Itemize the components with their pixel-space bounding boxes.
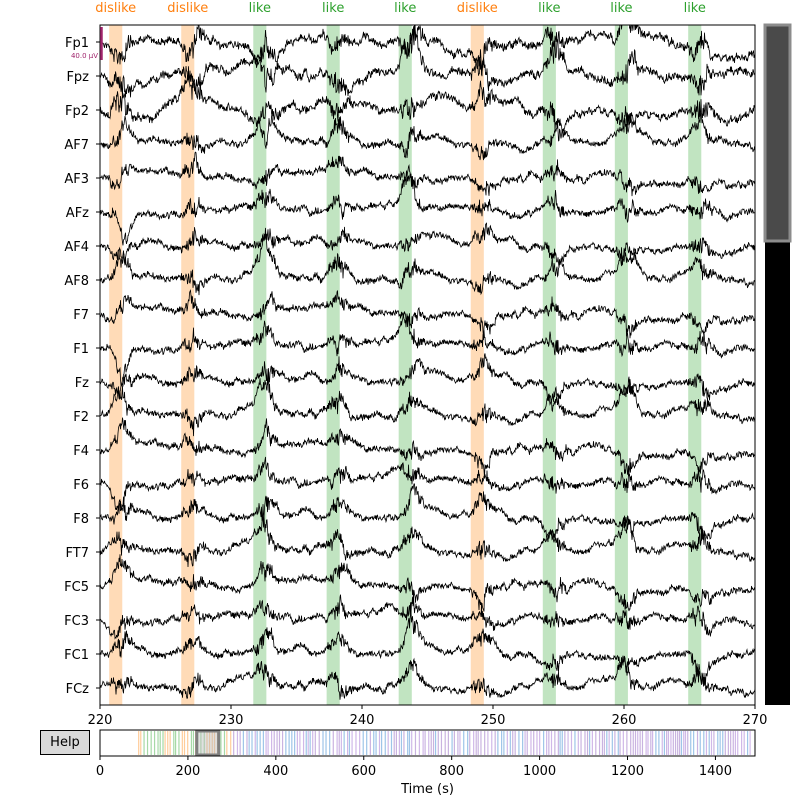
eeg-trace-AF3 bbox=[100, 151, 755, 197]
overview-tick-label: 400 bbox=[263, 764, 288, 779]
time-tick-label: 240 bbox=[350, 713, 375, 728]
channel-label[interactable]: F7 bbox=[73, 308, 89, 323]
annotation-span-like[interactable] bbox=[398, 25, 412, 705]
vertical-scrollbar-thumb[interactable] bbox=[763, 23, 792, 243]
channel-label[interactable]: FC1 bbox=[64, 648, 89, 663]
channel-label[interactable]: Fpz bbox=[66, 70, 89, 85]
overview-tick-label: 800 bbox=[439, 764, 464, 779]
time-tick-label: 220 bbox=[88, 713, 113, 728]
channel-label[interactable]: F4 bbox=[73, 444, 89, 459]
eeg-trace-Fp1 bbox=[100, 25, 755, 93]
overview-bar[interactable] bbox=[99, 729, 756, 757]
eeg-trace-AF4 bbox=[100, 222, 755, 278]
annotation-label: dislike bbox=[167, 1, 208, 16]
channel-label[interactable]: AF4 bbox=[64, 240, 89, 255]
time-tick-label: 270 bbox=[743, 713, 768, 728]
eeg-trace-Fpz bbox=[100, 25, 755, 100]
eeg-trace-Fp2 bbox=[100, 66, 755, 149]
plot-frame bbox=[99, 24, 756, 706]
overview-tick-label: 200 bbox=[176, 764, 201, 779]
eeg-trace-F8 bbox=[100, 483, 755, 545]
eeg-trace-F4 bbox=[100, 417, 755, 479]
channel-label[interactable]: Fp1 bbox=[65, 36, 89, 51]
overview-tick-label: 1000 bbox=[523, 764, 556, 779]
time-tick-label: 230 bbox=[219, 713, 244, 728]
channel-label[interactable]: Fz bbox=[75, 376, 89, 391]
channel-label[interactable]: FT7 bbox=[66, 546, 89, 561]
eeg-trace-F2 bbox=[100, 376, 755, 437]
xaxis-title: Time (s) bbox=[401, 782, 454, 797]
overview-tick-label: 1200 bbox=[611, 764, 644, 779]
overview-tick-label: 600 bbox=[351, 764, 376, 779]
annotation-labels: dislike dislike like like like dislike like lik… bbox=[95, 1, 706, 16]
eeg-traces bbox=[100, 25, 755, 700]
eeg-trace-AF7 bbox=[100, 101, 755, 161]
channel-label[interactable]: AF8 bbox=[64, 274, 89, 289]
eeg-trace-Fz bbox=[100, 353, 755, 413]
annotation-label: like bbox=[684, 1, 706, 16]
annotation-label: like bbox=[249, 1, 271, 16]
help-button[interactable]: Help bbox=[40, 730, 90, 755]
annotation-span-dislike[interactable] bbox=[181, 25, 195, 705]
eeg-trace-FCz bbox=[100, 655, 755, 700]
eeg-trace-F7 bbox=[100, 289, 755, 339]
annotation-label: dislike bbox=[95, 1, 136, 16]
eeg-trace-FC3 bbox=[100, 594, 755, 640]
annotation-label: like bbox=[538, 1, 560, 16]
annotation-label: like bbox=[394, 1, 416, 16]
eeg-trace-AF8 bbox=[100, 227, 755, 296]
annotation-label: dislike bbox=[457, 1, 498, 16]
channel-label[interactable]: FC3 bbox=[64, 614, 89, 629]
channel-label[interactable]: F8 bbox=[73, 512, 89, 527]
overview-tick-label: 1400 bbox=[699, 764, 732, 779]
time-axis: 220 230 240 250 260 270 bbox=[88, 705, 768, 728]
eeg-trace-F1 bbox=[100, 314, 755, 386]
annotation-span-dislike[interactable] bbox=[470, 25, 484, 705]
channel-label[interactable]: F2 bbox=[73, 410, 89, 425]
annotation-label: like bbox=[610, 1, 632, 16]
annotation-label: like bbox=[322, 1, 344, 16]
vertical-scrollbar[interactable] bbox=[763, 23, 792, 705]
eeg-trace-FC1 bbox=[100, 612, 755, 686]
scale-bar: 40.0 µV bbox=[71, 27, 103, 60]
channel-labels: Fp1 Fpz Fp2 AF7 AF3 AFz AF4 AF8 F7 F1 Fz F2 F4 F6 F8 FT… bbox=[64, 36, 100, 697]
overview-tick-label: 0 bbox=[96, 764, 104, 779]
channel-label[interactable]: F6 bbox=[73, 478, 89, 493]
eeg-trace-FT7 bbox=[100, 515, 755, 568]
channel-label[interactable]: AFz bbox=[66, 206, 89, 221]
overview-annotation-marks bbox=[138, 731, 751, 755]
annotation-span-dislike[interactable] bbox=[109, 25, 123, 705]
overview-frame bbox=[99, 729, 756, 757]
channel-label[interactable]: FCz bbox=[66, 682, 90, 697]
time-tick-label: 260 bbox=[612, 713, 637, 728]
channel-label[interactable]: F1 bbox=[73, 342, 89, 357]
time-tick-label: 250 bbox=[481, 713, 506, 728]
channel-label[interactable]: AF3 bbox=[64, 172, 89, 187]
channel-label[interactable]: FC5 bbox=[64, 580, 89, 595]
eeg-trace-F6 bbox=[100, 456, 755, 512]
channel-label[interactable]: AF7 bbox=[64, 138, 89, 153]
annotation-spans bbox=[109, 25, 702, 705]
channel-label[interactable]: Fp2 bbox=[65, 104, 89, 119]
overview-time-axis: 0 200 400 600 800 1000 1200 1400 bbox=[96, 756, 732, 779]
overview-view-window[interactable] bbox=[195, 729, 221, 757]
scale-bar-label: 40.0 µV bbox=[71, 52, 98, 60]
eeg-trace-FC5 bbox=[100, 554, 755, 612]
annotation-span-like[interactable] bbox=[542, 25, 556, 705]
eeg-trace-AFz bbox=[100, 163, 755, 246]
annotation-span-like[interactable] bbox=[688, 25, 702, 705]
